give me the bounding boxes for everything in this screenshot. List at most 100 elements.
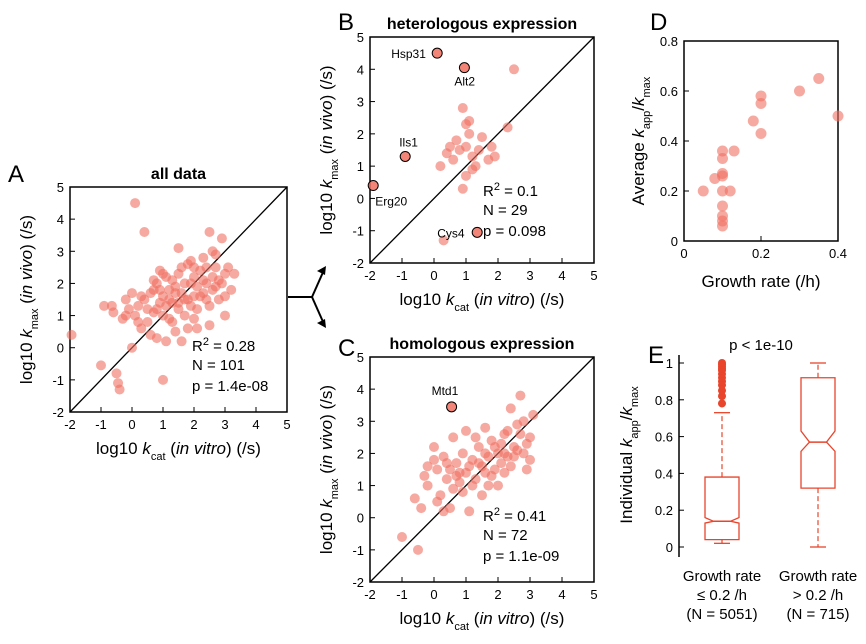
point-annotation: Mtd1 — [432, 384, 459, 398]
panel-a: A -2 -1 0 1 2 3 4 5 -2 -1 0 1 2 3 4 5 all data R2 = 0.28 N … — [8, 161, 291, 463]
data-point — [794, 85, 805, 97]
data-point — [728, 145, 740, 157]
panel-label-b: B — [338, 9, 354, 36]
data-point — [464, 115, 475, 126]
category-label: (N = 715) — [787, 606, 850, 623]
x-tick-label: 4 — [558, 268, 565, 283]
x-tick-label: -2 — [364, 587, 376, 602]
category-label: Growth rate — [779, 568, 857, 585]
data-point — [483, 451, 494, 462]
highlight-point — [367, 180, 379, 192]
data-point — [216, 233, 227, 244]
y-tick-label: 3 — [57, 244, 64, 259]
outlier-point — [718, 392, 726, 401]
data-point — [477, 490, 487, 501]
data-point — [518, 416, 529, 427]
x-axis-label: Growth rate (/h) — [701, 272, 820, 291]
y-tick-label: 5 — [357, 30, 364, 45]
panel-title: heterologous expression — [387, 16, 577, 33]
data-point — [755, 128, 767, 139]
data-point — [448, 154, 459, 165]
data-point — [139, 227, 150, 237]
data-point — [451, 135, 462, 146]
y-tick-label: 0 — [671, 234, 678, 249]
data-point — [167, 317, 178, 327]
x-tick-label: -2 — [64, 417, 76, 432]
data-point — [111, 368, 122, 379]
data-point — [120, 294, 131, 305]
data-point — [213, 275, 224, 286]
data-point — [201, 262, 212, 273]
data-point — [139, 294, 150, 305]
data-point — [457, 103, 468, 114]
data-point — [223, 262, 234, 273]
data-point — [461, 170, 471, 181]
x-tick-label: 5 — [590, 268, 597, 283]
data-point — [204, 320, 215, 331]
box-body — [800, 377, 836, 489]
category-label: > 0.2 /h — [793, 587, 843, 604]
data-point — [170, 326, 181, 337]
data-point — [189, 262, 199, 273]
y-tick-label: 2 — [357, 127, 364, 142]
category-label: (N = 5051) — [686, 606, 757, 623]
data-point — [448, 483, 459, 494]
data-point — [717, 220, 728, 232]
y-tick-label: 1 — [57, 309, 64, 324]
panel-e: E 0 0.2 0.4 0.6 0.8 1 p < 1e-10 Individual kapp/… — [617, 337, 857, 623]
data-point — [441, 474, 452, 485]
y-tick-label: 1 — [357, 479, 364, 494]
data-point — [528, 409, 539, 420]
box-body — [704, 476, 740, 541]
highlight-point — [431, 47, 443, 59]
data-point — [229, 268, 240, 279]
y-tick-label: -2 — [352, 575, 364, 590]
y-tick-label: 0 — [57, 341, 64, 356]
data-point — [457, 183, 468, 194]
panel-title: homologous expression — [390, 336, 575, 353]
data-point — [502, 425, 513, 436]
data-point — [464, 506, 475, 517]
x-axis-label: log10 kcat (in vitro) (/s) — [96, 439, 261, 463]
data-point — [204, 227, 215, 237]
outlier-point — [718, 359, 726, 367]
stat-p: p = 1.1e-09 — [483, 548, 559, 565]
data-point — [133, 317, 144, 327]
data-point — [207, 284, 218, 295]
stat-r2: R2 = 0.1 — [483, 181, 538, 200]
data-point — [192, 304, 203, 315]
data-point — [451, 470, 462, 481]
data-point — [422, 461, 433, 472]
data-point — [130, 198, 141, 209]
data-point — [96, 360, 106, 371]
data-point — [127, 288, 137, 299]
panel-label-a: A — [8, 161, 24, 188]
data-point — [515, 390, 526, 401]
data-point — [505, 403, 516, 414]
plot-frame — [369, 356, 595, 583]
data-point — [515, 429, 526, 440]
data-point — [210, 262, 221, 273]
data-point — [489, 151, 500, 162]
data-point — [158, 374, 168, 385]
data-point — [509, 64, 519, 75]
panel-label-e: E — [648, 342, 664, 369]
y-tick-label: 0.2 — [655, 503, 673, 518]
data-point — [226, 284, 237, 295]
x-tick-label: -1 — [95, 417, 107, 432]
highlight-point — [458, 62, 470, 74]
data-point — [477, 132, 487, 143]
data-point — [220, 291, 230, 302]
data-point — [717, 170, 728, 182]
data-point — [480, 467, 491, 478]
data-point — [133, 300, 144, 311]
y-tick-label: 0 — [357, 191, 364, 206]
y-tick-label: -2 — [52, 405, 64, 420]
data-point — [451, 458, 462, 469]
x-tick-label: 4 — [252, 417, 259, 432]
data-point — [473, 458, 484, 469]
y-axis-label: log10 kmax (in vivo) (/s) — [317, 65, 341, 234]
panel-title: all data — [151, 166, 206, 183]
y-tick-label: 3 — [357, 95, 364, 110]
data-point — [525, 432, 535, 443]
